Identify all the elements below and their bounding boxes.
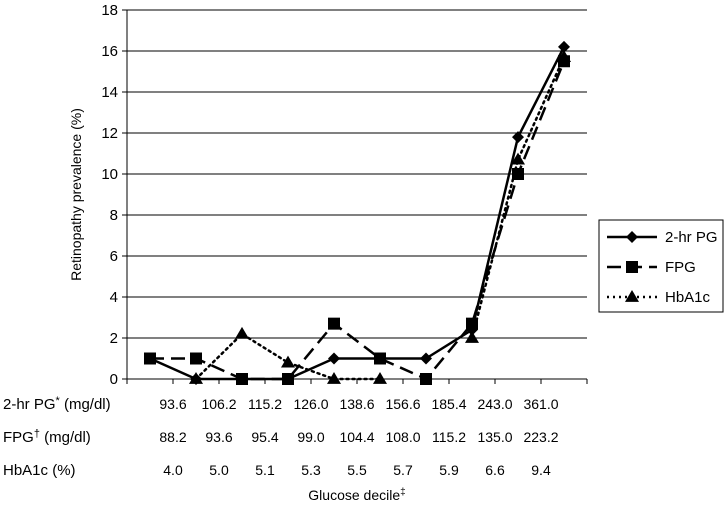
data-point [558,40,570,53]
cutpoint-value: 223.2 [523,429,558,445]
cutpoint-row-label: 2-hr PG* (mg/dl) [3,395,111,413]
legend-marker [626,261,638,273]
y-tick-label: 18 [101,2,118,19]
series-line [149,46,566,381]
data-point [190,352,202,365]
data-point [235,326,249,339]
cutpoint-value: 243.0 [477,396,512,412]
cutpoint-value: 95.4 [251,429,278,445]
legend: 2-hr PG FPG HbA1c [598,219,724,313]
cutpoint-value: 115.2 [432,429,466,445]
y-tick-label: 2 [110,330,118,347]
gridlines [127,9,587,380]
legend-marker [626,231,638,243]
cutpoint-value: 5.9 [439,462,459,478]
cutpoint-row-label: HbA1c (%) [3,462,76,479]
cutpoint-value: 4.0 [163,462,183,478]
series-line [470,55,566,340]
cutpoint-value: 106.2 [201,396,236,412]
cutpoint-value: 135.0 [477,429,512,445]
row-label-unit: (mg/dl) [40,429,91,446]
y-tick-label: 16 [101,43,118,60]
row-label-name: FPG [3,429,34,446]
series-line [194,332,382,381]
data-point [374,352,386,365]
row-label-unit: (mg/dl) [60,396,111,413]
data-point [373,372,387,384]
cutpoint-value: 115.2 [248,396,282,412]
legend-label: 2-hr PG [665,229,718,246]
cutpoint-value: 99.0 [297,429,324,445]
data-point [328,317,340,330]
y-tick-label: 4 [110,289,118,306]
data-point [512,131,524,144]
cutpoint-value: 93.6 [205,429,232,445]
cutpoint-value: 5.0 [209,462,229,478]
series-group [144,40,571,385]
row-label-name: 2-hr PG [3,396,56,413]
y-tick-label: 10 [101,166,118,183]
data-point [328,352,340,365]
data-point [281,355,295,368]
cutpoint-row-label: FPG† (mg/dl) [3,428,91,446]
data-point [282,373,294,385]
cutpoint-value: 104.4 [339,429,374,445]
cutpoint-value: 126.0 [293,396,328,412]
y-tick-label: 14 [101,84,118,101]
legend-label: FPG [665,259,696,276]
cutpoint-value: 108.0 [385,429,420,445]
data-point [327,372,341,384]
y-tick-label: 12 [101,125,118,142]
cutpoint-value: 5.1 [255,462,275,478]
cutpoint-value: 5.7 [393,462,413,478]
x-axis-title-mark: ‡ [400,487,406,498]
x-axis-title-text: Glucose decile [308,487,400,503]
row-label-mark: * [56,395,61,407]
cutpoint-value: 6.6 [485,462,505,478]
cutpoint-value: 138.6 [339,396,374,412]
cutpoint-value: 93.6 [159,396,186,412]
legend-label: HbA1c [665,289,711,306]
cutpoint-value: 361.0 [523,396,558,412]
cutpoint-value: 88.2 [159,429,186,445]
legend-marker [625,290,639,302]
cutpoint-table: 2-hr PG* (mg/dl) 93.6 106.2 115.2 126.0 138.6… [3,395,559,479]
data-point [465,331,479,343]
data-point [511,152,525,165]
data-point [236,373,248,385]
cutpoint-value: 156.6 [385,396,420,412]
cutpoint-value: 185.4 [431,396,466,412]
data-point [144,352,156,365]
y-axis-title: Retinopathy prevalence (%) [68,108,84,281]
row-label-name: HbA1c [3,462,49,479]
y-tick-label: 0 [110,371,118,388]
row-label-mark: † [34,428,40,440]
row-label-unit: (%) [48,462,76,479]
data-point [189,372,203,384]
x-axis-title: Glucose decile‡ [308,487,405,503]
y-tick-label: 6 [110,248,118,265]
data-point [420,352,432,365]
cutpoint-value: 5.3 [301,462,321,478]
data-point [512,168,524,180]
cutpoint-value: 9.4 [531,462,551,478]
cutpoint-value: 5.5 [347,462,367,478]
y-tick-label: 8 [110,207,118,224]
series-hba1c [189,50,571,384]
data-point [420,373,432,385]
series-fpg [144,55,570,385]
data-point [557,50,571,63]
axes: 0 2 4 6 8 10 12 14 16 18 Retinopathy prevalence (%… [68,2,588,503]
